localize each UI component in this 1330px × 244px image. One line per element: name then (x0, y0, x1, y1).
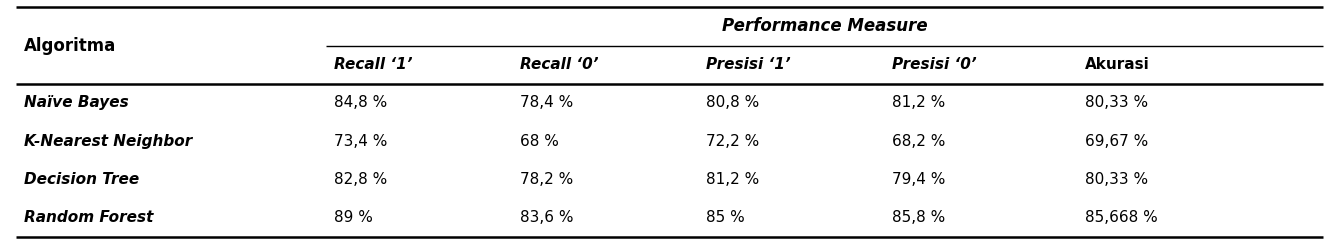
Text: Presisi ‘0’: Presisi ‘0’ (892, 57, 978, 72)
Text: 73,4 %: 73,4 % (334, 134, 387, 149)
Text: 72,2 %: 72,2 % (706, 134, 759, 149)
Text: Performance Measure: Performance Measure (722, 17, 927, 35)
Text: 85,668 %: 85,668 % (1085, 210, 1158, 225)
Text: 80,33 %: 80,33 % (1085, 95, 1148, 110)
Text: Recall ‘1’: Recall ‘1’ (334, 57, 412, 72)
Text: 68,2 %: 68,2 % (892, 134, 946, 149)
Text: Naïve Bayes: Naïve Bayes (24, 95, 129, 110)
Text: 79,4 %: 79,4 % (892, 172, 946, 187)
Text: Presisi ‘1’: Presisi ‘1’ (706, 57, 791, 72)
Text: 85,8 %: 85,8 % (892, 210, 946, 225)
Text: Algoritma: Algoritma (24, 37, 116, 55)
Text: 69,67 %: 69,67 % (1085, 134, 1149, 149)
Text: 78,2 %: 78,2 % (520, 172, 573, 187)
Text: Akurasi: Akurasi (1085, 57, 1150, 72)
Text: 81,2 %: 81,2 % (706, 172, 759, 187)
Text: 78,4 %: 78,4 % (520, 95, 573, 110)
Text: 80,33 %: 80,33 % (1085, 172, 1148, 187)
Text: 83,6 %: 83,6 % (520, 210, 573, 225)
Text: Random Forest: Random Forest (24, 210, 153, 225)
Text: 81,2 %: 81,2 % (892, 95, 946, 110)
Text: 82,8 %: 82,8 % (334, 172, 387, 187)
Text: Recall ‘0’: Recall ‘0’ (520, 57, 598, 72)
Text: Decision Tree: Decision Tree (24, 172, 140, 187)
Text: 85 %: 85 % (706, 210, 745, 225)
Text: 80,8 %: 80,8 % (706, 95, 759, 110)
Text: 89 %: 89 % (334, 210, 372, 225)
Text: 84,8 %: 84,8 % (334, 95, 387, 110)
Text: K-Nearest Neighbor: K-Nearest Neighbor (24, 134, 193, 149)
Text: 68 %: 68 % (520, 134, 559, 149)
